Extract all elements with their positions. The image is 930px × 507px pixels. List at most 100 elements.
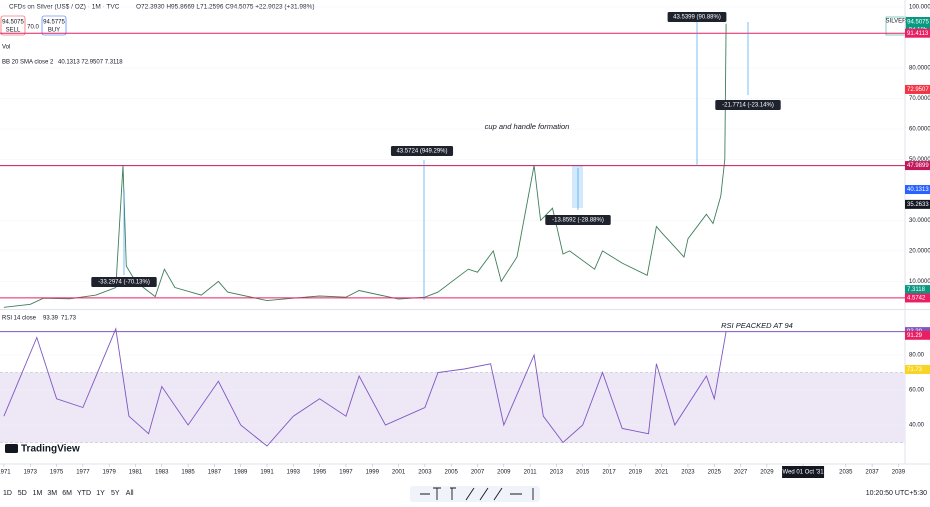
- range-button[interactable]: 1D: [3, 490, 12, 497]
- x-tick-label: 1995: [313, 470, 327, 476]
- measure-box: [545, 215, 611, 225]
- range-button[interactable]: 5Y: [111, 490, 120, 497]
- x-tick-label: 2003: [418, 470, 432, 476]
- x-tick-label: 2037: [865, 470, 879, 476]
- price-line: [3, 23, 727, 308]
- range-button[interactable]: All: [126, 490, 134, 497]
- bb-legend: BB 20 SMA close 2: [2, 60, 54, 66]
- x-tick-label: 2013: [550, 470, 564, 476]
- measure-area: [572, 166, 583, 208]
- x-tick-label: 2025: [708, 470, 722, 476]
- sell-price: 94.5075: [2, 20, 24, 26]
- axis-marker: [905, 28, 930, 38]
- x-tick-label: 2011: [524, 470, 538, 476]
- measure-label: 43.5724 (949.29%): [396, 149, 447, 155]
- y-tick-label: 80.0000: [909, 66, 930, 72]
- logo: TradingView: [5, 444, 80, 455]
- x-tick-label: 1989: [234, 470, 248, 476]
- badge-symbol: SILVER: [886, 19, 908, 25]
- y-tick-label: 30.0000: [909, 218, 930, 224]
- x-tick-label: 2015: [576, 470, 590, 476]
- y-tick-label: 80.00: [909, 353, 925, 359]
- axis-marker-label: 40.1313: [907, 187, 929, 193]
- rsi-peak-note: RSI PEACKED AT 94: [721, 321, 793, 330]
- badge-price: 94.5075: [907, 20, 929, 26]
- measure-box: [390, 146, 454, 156]
- y-tick-label: 70.0000: [909, 96, 930, 102]
- x-tick-label: 2029: [760, 470, 774, 476]
- x-tick-label: 2001: [392, 470, 406, 476]
- measure-label: -21.7714 (-23.14%): [722, 103, 774, 109]
- cup-handle-note: cup and handle formation: [485, 122, 570, 131]
- x-tick-label: 1975: [50, 470, 64, 476]
- buy-label: BUY: [48, 28, 60, 34]
- axis-marker-label: 35.2633: [907, 202, 929, 208]
- x-tick-label: 2009: [497, 470, 511, 476]
- x-tick-label: 1985: [181, 470, 195, 476]
- rsi-value: 93.39: [43, 316, 59, 322]
- range-button[interactable]: 3M: [47, 490, 57, 497]
- range-button[interactable]: 1M: [33, 490, 43, 497]
- axis-marker: [905, 364, 930, 374]
- y-tick-label: 10.0000: [909, 279, 930, 285]
- x-tick-label: 1983: [155, 470, 169, 476]
- axis-marker-label: 7.3118: [907, 287, 926, 293]
- buy-button[interactable]: [41, 15, 67, 36]
- logo-icon: [5, 444, 18, 453]
- measure-label: 43.5399 (90.88%): [673, 15, 721, 21]
- measure-box: [667, 12, 727, 22]
- x-tick-label: 1999: [366, 470, 380, 476]
- axis-marker-label: 72.9507: [907, 87, 929, 93]
- range-button[interactable]: 5D: [18, 490, 27, 497]
- x-tick-label: 2027: [734, 470, 748, 476]
- y-tick-label: 100.0000: [909, 5, 930, 11]
- sell-label: SELL: [6, 28, 21, 34]
- axis-marker-label: 91.4113: [907, 31, 929, 37]
- bb-values: 40.1313 72.9507 7.3118: [58, 60, 123, 66]
- x-tick-label: 2007: [471, 470, 485, 476]
- volume-legend: Vol: [2, 45, 10, 51]
- sell-button[interactable]: [0, 15, 26, 36]
- x-tick-label: 1991: [260, 470, 274, 476]
- x-tick-label: 2017: [602, 470, 616, 476]
- range-button[interactable]: 6M: [62, 490, 72, 497]
- logo-text: TradingView: [21, 444, 80, 455]
- buy-price: 94.5775: [43, 20, 65, 26]
- y-tick-label: 60.00: [909, 388, 925, 394]
- x-tick-label: 1981: [129, 470, 143, 476]
- x-tick-label: 1973: [24, 470, 38, 476]
- axis-marker-label: 71.73: [907, 367, 923, 373]
- axis-marker-label: 4.5742: [907, 296, 926, 302]
- rsi-legend: RSI 14 close: [2, 316, 37, 322]
- x-tick-label: 2023: [681, 470, 695, 476]
- x-tick-label: 2039: [892, 470, 906, 476]
- axis-marker: [905, 293, 930, 303]
- measure-label: -13.8592 (-28.88%): [552, 218, 604, 224]
- axis-marker: [905, 285, 930, 295]
- axis-marker: [905, 330, 930, 340]
- spread: 70.0: [27, 25, 39, 31]
- y-tick-label: 60.0000: [909, 127, 930, 133]
- range-button[interactable]: 1Y: [96, 490, 105, 497]
- axis-marker-label: 47.9899: [907, 163, 929, 169]
- range-button[interactable]: YTD: [77, 490, 91, 497]
- drawing-toolbar-bg: [410, 486, 540, 502]
- y-tick-label: 50.0000: [909, 157, 930, 163]
- axis-marker: [905, 84, 930, 94]
- y-tick-label: 20.0000: [909, 248, 930, 254]
- x-tick-label: 2005: [445, 470, 459, 476]
- x-tick-label: 2021: [655, 470, 669, 476]
- drawing-tool-icons[interactable]: [420, 487, 534, 501]
- y-tick-label: 40.00: [909, 423, 925, 429]
- x-tick-label: 1977: [76, 470, 90, 476]
- axis-marker: [905, 161, 930, 171]
- axis-marker: [905, 199, 930, 209]
- x-tick-label: 1997: [339, 470, 353, 476]
- measure-box: [715, 100, 781, 110]
- drawing-toolbar: [410, 486, 540, 502]
- rsi-ma-value: 71.73: [61, 316, 77, 322]
- rsi-line: [3, 327, 727, 447]
- measure-label: -33.2974 (-70.13%): [98, 280, 150, 286]
- rsi-band: [0, 372, 905, 443]
